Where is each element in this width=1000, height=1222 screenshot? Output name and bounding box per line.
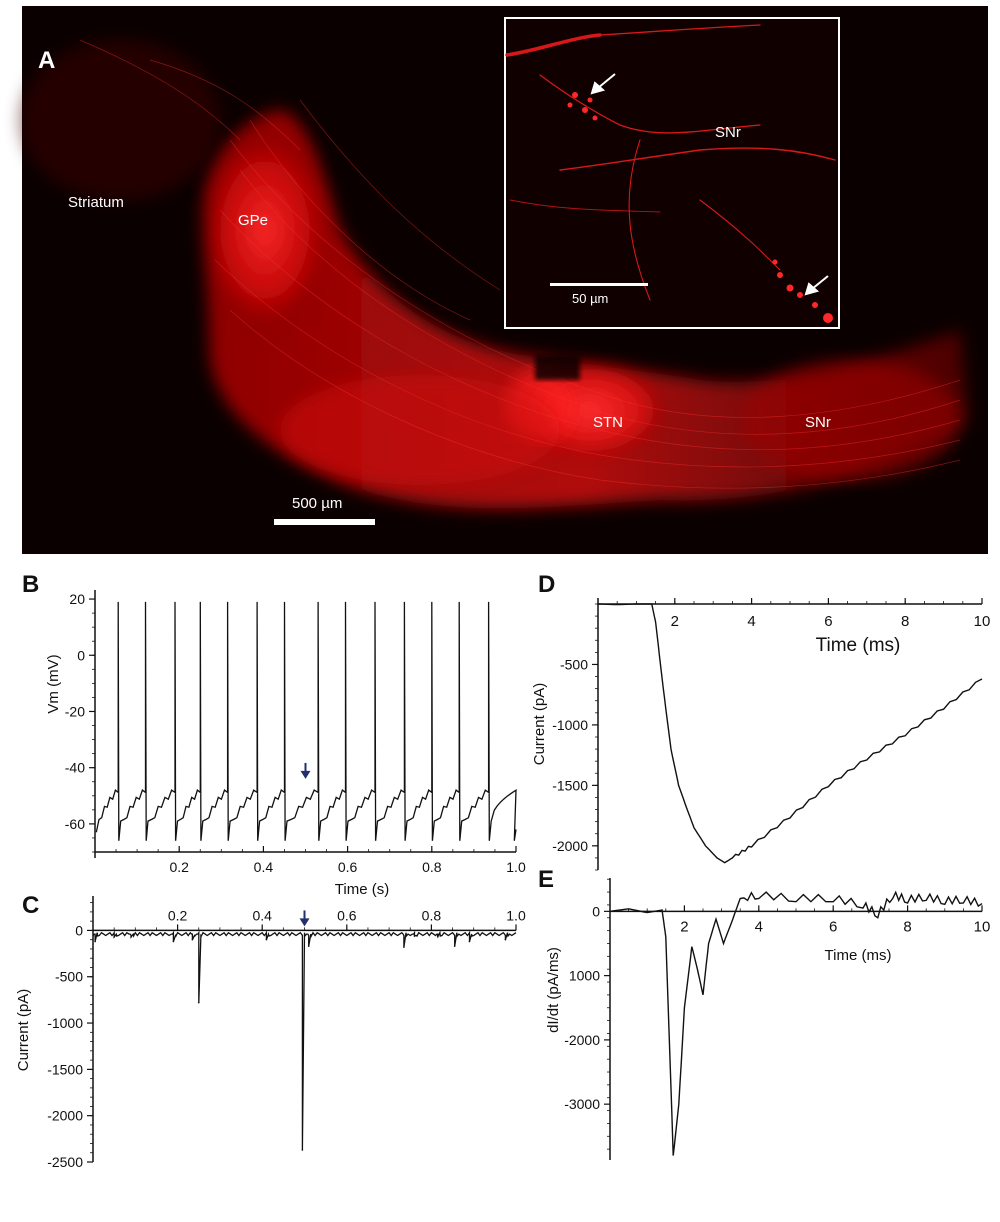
chart-c-y-tick-label: -1000 (47, 1015, 83, 1031)
scalebar-500um (274, 519, 375, 525)
chart-d-x-tick-label: 8 (901, 613, 909, 630)
chart-e-x-tick-label: 10 (974, 918, 991, 935)
chart-c-event-point (113, 936, 115, 938)
inset-scalebar-label: 50 µm (572, 291, 608, 306)
chart-e-y-tick-label: -2000 (564, 1032, 600, 1048)
chart-b-x-tick-label: 0.8 (422, 859, 442, 875)
chart-c-event-point (172, 940, 175, 943)
chart-c-x-tick-label: 0.8 (422, 907, 442, 923)
chart-e-y-tick-label: -3000 (564, 1096, 600, 1112)
chart-c-x-tick-label: 1.0 (506, 907, 526, 923)
label-stn: STN (593, 414, 623, 431)
chart-c-event-point (436, 936, 439, 938)
chart-b-x-tick-label: 0.6 (338, 859, 358, 875)
chart-e-x-tick-label: 4 (755, 918, 763, 935)
chart-e-y-tick-label: 0 (592, 903, 600, 919)
arrow-icon (804, 275, 829, 296)
chart-d-y-tick-label: -1500 (552, 777, 588, 793)
chart-e-y-tick-label: 1000 (569, 968, 600, 984)
chart-c-x-tick-label: 0.4 (252, 907, 272, 923)
scalebar-500um-label: 500 µm (292, 495, 342, 512)
chart-b-vm-trace (95, 601, 517, 841)
chart-b-x-tick-label: 0.4 (254, 859, 274, 875)
panel-a: A Striatum GPe STN SNr 500 µm (20, 6, 988, 554)
chart-b-y-tick-label: 20 (69, 591, 85, 607)
chart-c-ylabel: Current (pA) (15, 989, 32, 1072)
chart-b-x-tick-label: 1.0 (506, 859, 526, 875)
chart-d-x-tick-label: 2 (671, 613, 679, 630)
inset-label-snr: SNr (715, 124, 741, 141)
chart-c-event-point (191, 938, 194, 941)
chart-c-event-point (265, 938, 268, 941)
chart-c-event-point (94, 940, 96, 943)
inset: SNr 50 µm (504, 17, 840, 329)
chart-e: dI/dt (pA/ms) Time (ms) 2 4 6 8 10 0 1000 -2000… (545, 878, 990, 1160)
chart-b-y-tick-label: 0 (77, 647, 85, 663)
chart-c-event-point (307, 945, 310, 947)
chart-d-xlabel: Time (ms) (816, 635, 901, 656)
chart-c-x-tick-label: 0.6 (337, 907, 357, 923)
chart-d: Current (pA) Time (ms) 2 4 6 8 10 -500 -1000 -1… (531, 598, 991, 871)
chart-d-x-tick-label: 6 (824, 613, 832, 630)
chart-c-y-tick-label: -2500 (47, 1154, 83, 1170)
chart-c-event-point (197, 1001, 200, 1004)
chart-b-xlabel: Time (s) (335, 881, 389, 898)
panel-b-letter: B (22, 571, 39, 598)
chart-c-event-point (453, 945, 456, 947)
panel-c-letter: C (22, 892, 39, 919)
chart-c-event-point (413, 935, 416, 937)
label-gpe: GPe (238, 212, 268, 229)
chart-c: Current (pA) 0.2 0.4 0.6 0.8 1.0 0 -500 -1000 -1… (15, 896, 526, 1170)
label-snr: SNr (805, 414, 831, 431)
chart-e-x-tick-label: 8 (903, 918, 911, 935)
chart-c-event-point (130, 936, 132, 938)
label-striatum: Striatum (68, 194, 124, 211)
chart-d-ylabel: Current (pA) (531, 683, 548, 766)
chart-b-x-tick-label: 0.2 (169, 859, 189, 875)
chart-e-x-tick-label: 6 (829, 918, 837, 935)
chart-c-event-point (301, 1149, 304, 1151)
chart-b-ylabel: Vm (mV) (45, 654, 62, 713)
panel-e-letter: E (538, 866, 554, 893)
chart-d-current-trace (597, 603, 983, 864)
fluorescence-signal (20, 39, 968, 509)
chart-b-y-tick-label: -40 (65, 760, 85, 776)
chart-c-x-tick-label: 0.2 (168, 907, 188, 923)
inset-frame (504, 17, 840, 329)
panel-d-letter: D (538, 571, 555, 598)
chart-e-x-tick-label: 2 (680, 918, 688, 935)
panel-a-letter: A (38, 47, 55, 74)
arrow-icon (590, 73, 616, 95)
chart-e-xlabel: Time (ms) (825, 947, 892, 964)
chart-c-arrow-icon (299, 910, 310, 927)
chart-b-y-tick-label: -60 (65, 816, 85, 832)
chart-b: Vm (mV) Time (s) 0.2 0.4 0.6 0.8 1.0 20 0 -20 -4… (45, 590, 526, 898)
chart-d-y-tick-label: -1000 (552, 717, 588, 733)
chart-d-x-tick-label: 4 (747, 613, 755, 630)
chart-c-event-point (403, 946, 405, 948)
chart-e-ylabel: dI/dt (pA/ms) (545, 947, 562, 1033)
chart-c-y-tick-label: -2000 (47, 1108, 83, 1124)
chart-d-x-tick-label: 10 (974, 613, 991, 630)
chart-c-y-tick-label: -1500 (47, 1061, 83, 1077)
chart-c-event-point (504, 938, 507, 941)
chart-c-y-tick-label: -500 (55, 969, 83, 985)
chart-c-y-tick-label: 0 (75, 922, 83, 938)
chart-b-arrow-icon (300, 762, 311, 779)
inset-scalebar (550, 283, 648, 286)
chart-d-y-tick-label: -2000 (552, 838, 588, 854)
chart-c-event-point (468, 940, 471, 943)
chart-b-y-tick-label: -20 (65, 703, 85, 719)
chart-d-y-tick-label: -500 (560, 656, 588, 672)
chart-c-current-trace (92, 930, 517, 1151)
chart-e-dIdt-trace (609, 890, 983, 1156)
